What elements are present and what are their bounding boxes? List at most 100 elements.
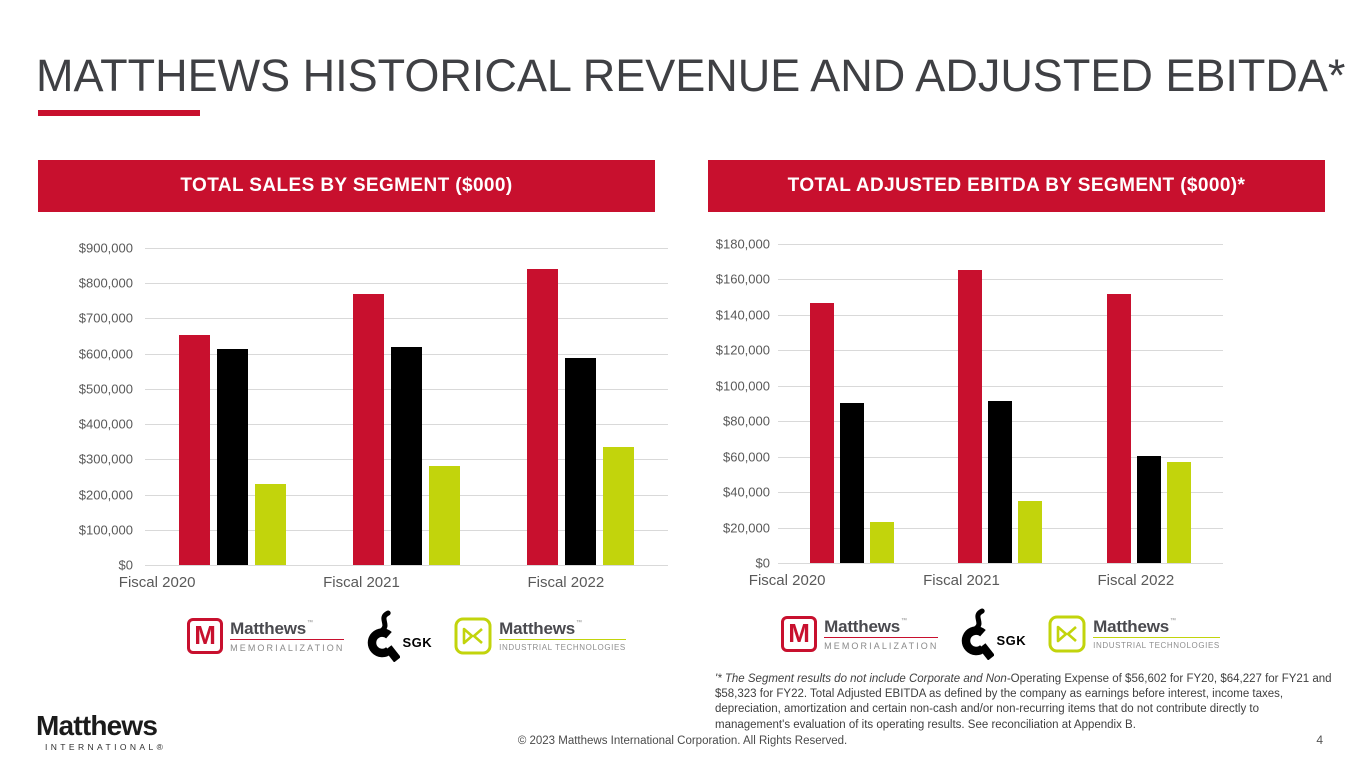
page-number: 4 — [1316, 733, 1323, 747]
memorialization-mark-letter: M — [194, 620, 216, 650]
y-tick-label: $20,000 — [723, 520, 770, 536]
bar-matthews-industrial-technologies — [603, 447, 635, 565]
gridline — [778, 350, 1223, 352]
y-tick-label: $160,000 — [715, 271, 770, 287]
ebitda-bar-chart: $180,000 $160,000 $140,000 $120,000 $100,000… — [700, 237, 1223, 589]
x-axis: Fiscal 2020 Fiscal 2021 Fiscal 2022 — [700, 572, 1223, 589]
sgk-logo-icon — [962, 608, 995, 660]
bar-matthews-industrial-technologies — [870, 522, 895, 563]
bar-group-fiscal-2022 — [494, 248, 668, 565]
ebitda-chart-header-label: TOTAL ADJUSTED EBITDA BY SEGMENT ($000)* — [787, 175, 1246, 196]
footnote-regular-text: Operating Expense of $56,602 for FY20, $… — [715, 673, 1332, 731]
x-tick-label: Fiscal 2020 — [748, 572, 826, 589]
gridline — [778, 385, 1223, 387]
x-tick-label: Fiscal 2020 — [118, 574, 196, 591]
gridline — [145, 565, 668, 566]
memorialization-mark-letter: M — [788, 618, 810, 648]
ebitda-chart-legend: M Matthews ™ MEMORIALIZATION SGK — [778, 606, 1223, 662]
gridline — [778, 279, 1223, 281]
bar-matthews-industrial-technologies — [1166, 462, 1191, 563]
bar-group-fiscal-2020 — [145, 248, 319, 565]
legend-item-memorialization: M Matthews ™ MEMORIALIZATION — [781, 616, 939, 652]
y-tick-label: $120,000 — [715, 342, 770, 358]
x-axis: Fiscal 2020 Fiscal 2021 Fiscal 2022 — [55, 574, 668, 591]
legend-item-industrial: Matthews ™ INDUSTRIAL TECHNOLOGIES — [1048, 615, 1220, 653]
industrial-brand-text: Matthews — [499, 619, 575, 638]
legend-item-sgk: SGK — [366, 610, 432, 662]
y-tick-label: $200,000 — [78, 487, 133, 503]
trademark-symbol: ™ — [306, 619, 313, 626]
bar-sgk — [840, 402, 865, 563]
y-tick-label: $60,000 — [723, 449, 770, 465]
plot-area — [778, 244, 1223, 564]
footnote-marker: '* — [715, 673, 725, 685]
footnote-italic-text: The Segment results do not include Corpo… — [724, 673, 1011, 685]
bar-matthews-industrial-technologies — [1018, 500, 1043, 563]
y-tick-label: $0 — [755, 555, 770, 571]
title-underline — [38, 110, 200, 116]
bar-matthews-memorialization — [527, 269, 559, 565]
bar-sgk — [565, 357, 597, 565]
industrial-sub-text: INDUSTRIAL TECHNOLOGIES — [499, 643, 626, 652]
bar-matthews-industrial-technologies — [254, 484, 286, 565]
sales-chart-header: TOTAL SALES BY SEGMENT ($000) — [38, 160, 655, 212]
y-tick-label: $700,000 — [78, 310, 133, 326]
x-tick-label: Fiscal 2022 — [527, 574, 605, 591]
sales-chart-legend: M Matthews ™ MEMORIALIZATION SGK — [145, 608, 668, 664]
bar-sgk — [988, 400, 1013, 563]
y-tick-label: $100,000 — [715, 378, 770, 394]
industrial-sub-text: INDUSTRIAL TECHNOLOGIES — [1093, 641, 1220, 650]
y-tick-label: $80,000 — [723, 413, 770, 429]
footnote: '* The Segment results do not include Co… — [715, 672, 1335, 733]
bar-sgk — [216, 349, 248, 565]
bar-matthews-industrial-technologies — [428, 466, 460, 565]
bar-group-fiscal-2022 — [1075, 244, 1223, 563]
matthews-memorialization-logo-icon: M — [781, 616, 818, 652]
trademark-symbol: ™ — [900, 617, 907, 624]
gridline — [145, 318, 668, 320]
footer-logo-brand: Matthews — [36, 710, 158, 741]
matthews-industrial-logo-icon — [1048, 615, 1086, 653]
y-tick-label: $100,000 — [78, 522, 133, 538]
y-axis: $180,000 $160,000 $140,000 $120,000 $100,000… — [700, 237, 770, 571]
sgk-label-text: SGK — [996, 633, 1027, 648]
legend-item-industrial: Matthews ™ INDUSTRIAL TECHNOLOGIES — [454, 617, 626, 655]
y-tick-label: $900,000 — [78, 240, 133, 256]
gridline — [145, 283, 668, 285]
bar-matthews-memorialization — [1106, 293, 1131, 563]
bar-groups — [778, 244, 1223, 563]
industrial-brand-text: Matthews — [1093, 617, 1169, 636]
gridline — [145, 248, 668, 249]
gridline — [778, 244, 1223, 245]
matthews-industrial-logo-icon — [454, 617, 492, 655]
y-tick-label: $500,000 — [78, 381, 133, 397]
plot-area — [145, 248, 668, 566]
ebitda-chart-header: TOTAL ADJUSTED EBITDA BY SEGMENT ($000)* — [708, 160, 1325, 212]
matthews-international-logo: Matthews INTERNATIONAL® — [36, 710, 167, 753]
bar-matthews-memorialization — [178, 334, 210, 565]
bar-group-fiscal-2020 — [778, 244, 926, 563]
sales-chart-header-label: TOTAL SALES BY SEGMENT ($000) — [180, 175, 513, 196]
y-tick-label: $40,000 — [723, 484, 770, 500]
sales-bar-chart: $900,000 $800,000 $700,000 $600,000 $500,000… — [55, 241, 668, 591]
slide-title: MATTHEWS HISTORICAL REVENUE AND ADJUSTED… — [36, 50, 1346, 101]
bar-groups — [145, 248, 668, 565]
bar-group-fiscal-2021 — [926, 244, 1074, 563]
y-axis: $900,000 $800,000 $700,000 $600,000 $500,000… — [55, 241, 133, 573]
bar-matthews-memorialization — [810, 303, 835, 563]
bar-matthews-memorialization — [352, 294, 384, 565]
y-tick-label: $0 — [118, 557, 133, 573]
y-tick-label: $400,000 — [78, 416, 133, 432]
bar-sgk — [390, 346, 422, 565]
bar-matthews-memorialization — [958, 269, 983, 563]
memorialization-brand-text: Matthews — [230, 618, 306, 638]
y-tick-label: $800,000 — [78, 275, 133, 291]
y-tick-label: $600,000 — [78, 346, 133, 362]
x-tick-label: Fiscal 2022 — [1097, 572, 1175, 589]
y-tick-label: $300,000 — [78, 451, 133, 467]
x-tick-label: Fiscal 2021 — [923, 572, 1000, 589]
y-tick-label: $140,000 — [715, 307, 770, 323]
memorialization-sub-text: MEMORIALIZATION — [824, 640, 939, 651]
footer-logo-sub: INTERNATIONAL® — [45, 742, 167, 752]
